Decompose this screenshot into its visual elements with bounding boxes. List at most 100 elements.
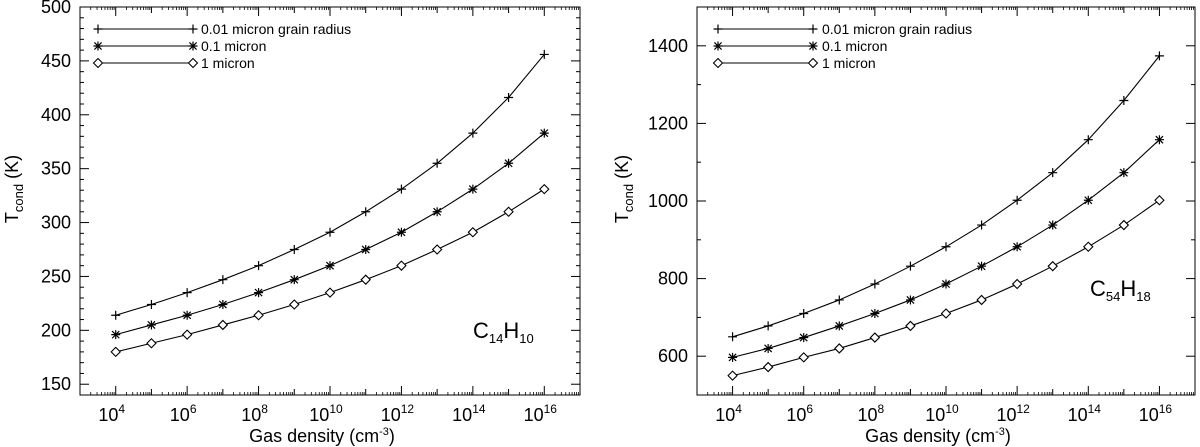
data-point bbox=[218, 299, 228, 309]
legend-entry: 0.01 micron grain radius bbox=[713, 21, 972, 37]
data-point bbox=[396, 184, 406, 194]
legend-marker bbox=[808, 41, 818, 51]
data-point bbox=[905, 261, 915, 271]
legend-label: 0.1 micron bbox=[201, 38, 266, 54]
y-tick-label: 600 bbox=[658, 346, 688, 366]
data-point bbox=[798, 352, 809, 363]
legend-marker bbox=[93, 24, 103, 34]
legend-marker bbox=[808, 24, 818, 34]
y-tick-label: 1200 bbox=[648, 113, 688, 133]
y-tick-label: 300 bbox=[41, 213, 71, 233]
x-tick-label: 1012 bbox=[996, 402, 1030, 425]
x-axis-title: Gas density (cm-3) bbox=[865, 426, 1011, 446]
legend-entry: 0.1 micron bbox=[93, 38, 266, 54]
data-point bbox=[396, 260, 407, 271]
data-point bbox=[977, 220, 987, 230]
data-point bbox=[941, 279, 951, 289]
data-point bbox=[289, 245, 299, 254]
data-point bbox=[869, 332, 881, 343]
data-point bbox=[1118, 219, 1130, 231]
series-diamond bbox=[110, 183, 550, 358]
x-tick-label: 1010 bbox=[309, 402, 343, 425]
data-point bbox=[396, 227, 406, 237]
data-point bbox=[289, 275, 299, 285]
data-point bbox=[763, 343, 773, 353]
x-tick-label: 1014 bbox=[452, 402, 486, 425]
y-tick-label: 1000 bbox=[648, 191, 688, 211]
data-point bbox=[727, 370, 738, 381]
y-tick-label: 1400 bbox=[648, 36, 688, 56]
data-point bbox=[1011, 278, 1023, 290]
data-point bbox=[905, 295, 915, 305]
data-point bbox=[1154, 135, 1164, 145]
molecule-label: C54H18 bbox=[1090, 276, 1151, 304]
x-tick-label: 104 bbox=[715, 402, 742, 425]
data-point bbox=[182, 310, 192, 320]
data-point bbox=[432, 207, 442, 217]
legend-marker bbox=[188, 24, 198, 34]
data-point bbox=[181, 329, 193, 340]
data-point bbox=[539, 183, 550, 195]
data-point bbox=[834, 343, 845, 354]
data-point bbox=[1154, 51, 1164, 61]
data-point bbox=[325, 227, 335, 237]
legend-entry: 1 micron bbox=[92, 55, 255, 71]
data-point bbox=[834, 295, 844, 305]
legend-entry: 0.01 micron grain radius bbox=[93, 21, 351, 37]
y-tick-label: 400 bbox=[41, 105, 71, 125]
data-point bbox=[1083, 195, 1093, 205]
series-line bbox=[115, 54, 545, 316]
data-point bbox=[289, 299, 300, 310]
data-point bbox=[1119, 96, 1129, 106]
data-point bbox=[110, 346, 121, 358]
data-point bbox=[834, 321, 844, 331]
series-plus bbox=[111, 49, 549, 320]
y-axis-title: Tcond (K) bbox=[2, 155, 26, 223]
data-point bbox=[1012, 242, 1022, 252]
legend-label: 1 micron bbox=[201, 55, 255, 71]
data-point bbox=[361, 245, 371, 254]
data-point bbox=[468, 128, 478, 138]
data-point bbox=[254, 288, 264, 298]
data-point bbox=[1048, 168, 1058, 178]
series-asterisk bbox=[728, 135, 1164, 362]
data-point bbox=[504, 93, 514, 103]
legend-marker bbox=[187, 57, 199, 69]
data-point bbox=[1012, 195, 1022, 205]
data-point bbox=[976, 294, 987, 306]
x-tick-label: 108 bbox=[857, 402, 884, 425]
data-point bbox=[467, 226, 479, 238]
x-tick-label: 1010 bbox=[925, 402, 959, 425]
legend-entry: 1 micron bbox=[712, 55, 876, 71]
x-tick-label: 1012 bbox=[381, 402, 415, 425]
data-point bbox=[218, 275, 228, 285]
data-point bbox=[1083, 135, 1093, 145]
legend-label: 0.01 micron grain radius bbox=[201, 21, 351, 37]
legend-marker bbox=[188, 41, 198, 51]
data-point bbox=[504, 158, 514, 168]
legend-marker bbox=[713, 24, 723, 34]
data-point bbox=[870, 279, 880, 289]
x-axis-title: Gas density (cm-3) bbox=[249, 426, 395, 446]
y-axis-title: Tcond (K) bbox=[612, 155, 636, 223]
data-point bbox=[799, 309, 809, 319]
data-point bbox=[253, 309, 264, 321]
molecule-label: C14H10 bbox=[473, 318, 534, 346]
y-tick-label: 800 bbox=[658, 269, 688, 289]
data-point bbox=[254, 261, 264, 271]
x-tick-label: 1016 bbox=[1139, 402, 1173, 425]
legend-marker bbox=[93, 41, 103, 51]
data-point bbox=[762, 361, 774, 373]
y-tick-label: 450 bbox=[41, 51, 71, 71]
y-tick-label: 350 bbox=[41, 159, 71, 179]
y-tick-label: 250 bbox=[41, 266, 71, 286]
series-diamond bbox=[727, 194, 1165, 381]
data-point bbox=[111, 330, 121, 340]
legend-marker bbox=[92, 57, 104, 69]
data-point bbox=[325, 261, 335, 271]
data-point bbox=[217, 319, 229, 331]
data-point bbox=[111, 310, 121, 320]
data-point bbox=[1048, 220, 1058, 230]
y-tick-label: 200 bbox=[41, 320, 71, 340]
data-point bbox=[728, 332, 738, 342]
